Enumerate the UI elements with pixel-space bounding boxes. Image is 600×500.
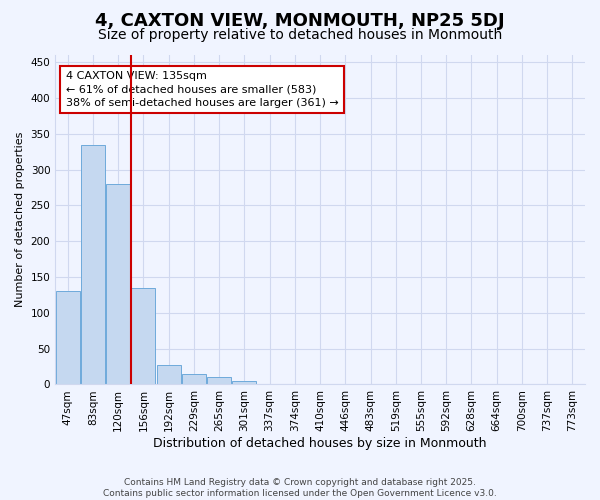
Bar — [56, 292, 80, 384]
Bar — [106, 184, 130, 384]
Text: Size of property relative to detached houses in Monmouth: Size of property relative to detached ho… — [98, 28, 502, 42]
Text: 4 CAXTON VIEW: 135sqm
← 61% of detached houses are smaller (583)
38% of semi-det: 4 CAXTON VIEW: 135sqm ← 61% of detached … — [66, 72, 338, 108]
Bar — [207, 378, 231, 384]
Bar — [157, 365, 181, 384]
Text: 4, CAXTON VIEW, MONMOUTH, NP25 5DJ: 4, CAXTON VIEW, MONMOUTH, NP25 5DJ — [95, 12, 505, 30]
Text: Contains HM Land Registry data © Crown copyright and database right 2025.
Contai: Contains HM Land Registry data © Crown c… — [103, 478, 497, 498]
Bar — [81, 144, 105, 384]
Y-axis label: Number of detached properties: Number of detached properties — [15, 132, 25, 308]
Bar — [182, 374, 206, 384]
Bar — [131, 288, 155, 384]
X-axis label: Distribution of detached houses by size in Monmouth: Distribution of detached houses by size … — [154, 437, 487, 450]
Bar — [232, 381, 256, 384]
